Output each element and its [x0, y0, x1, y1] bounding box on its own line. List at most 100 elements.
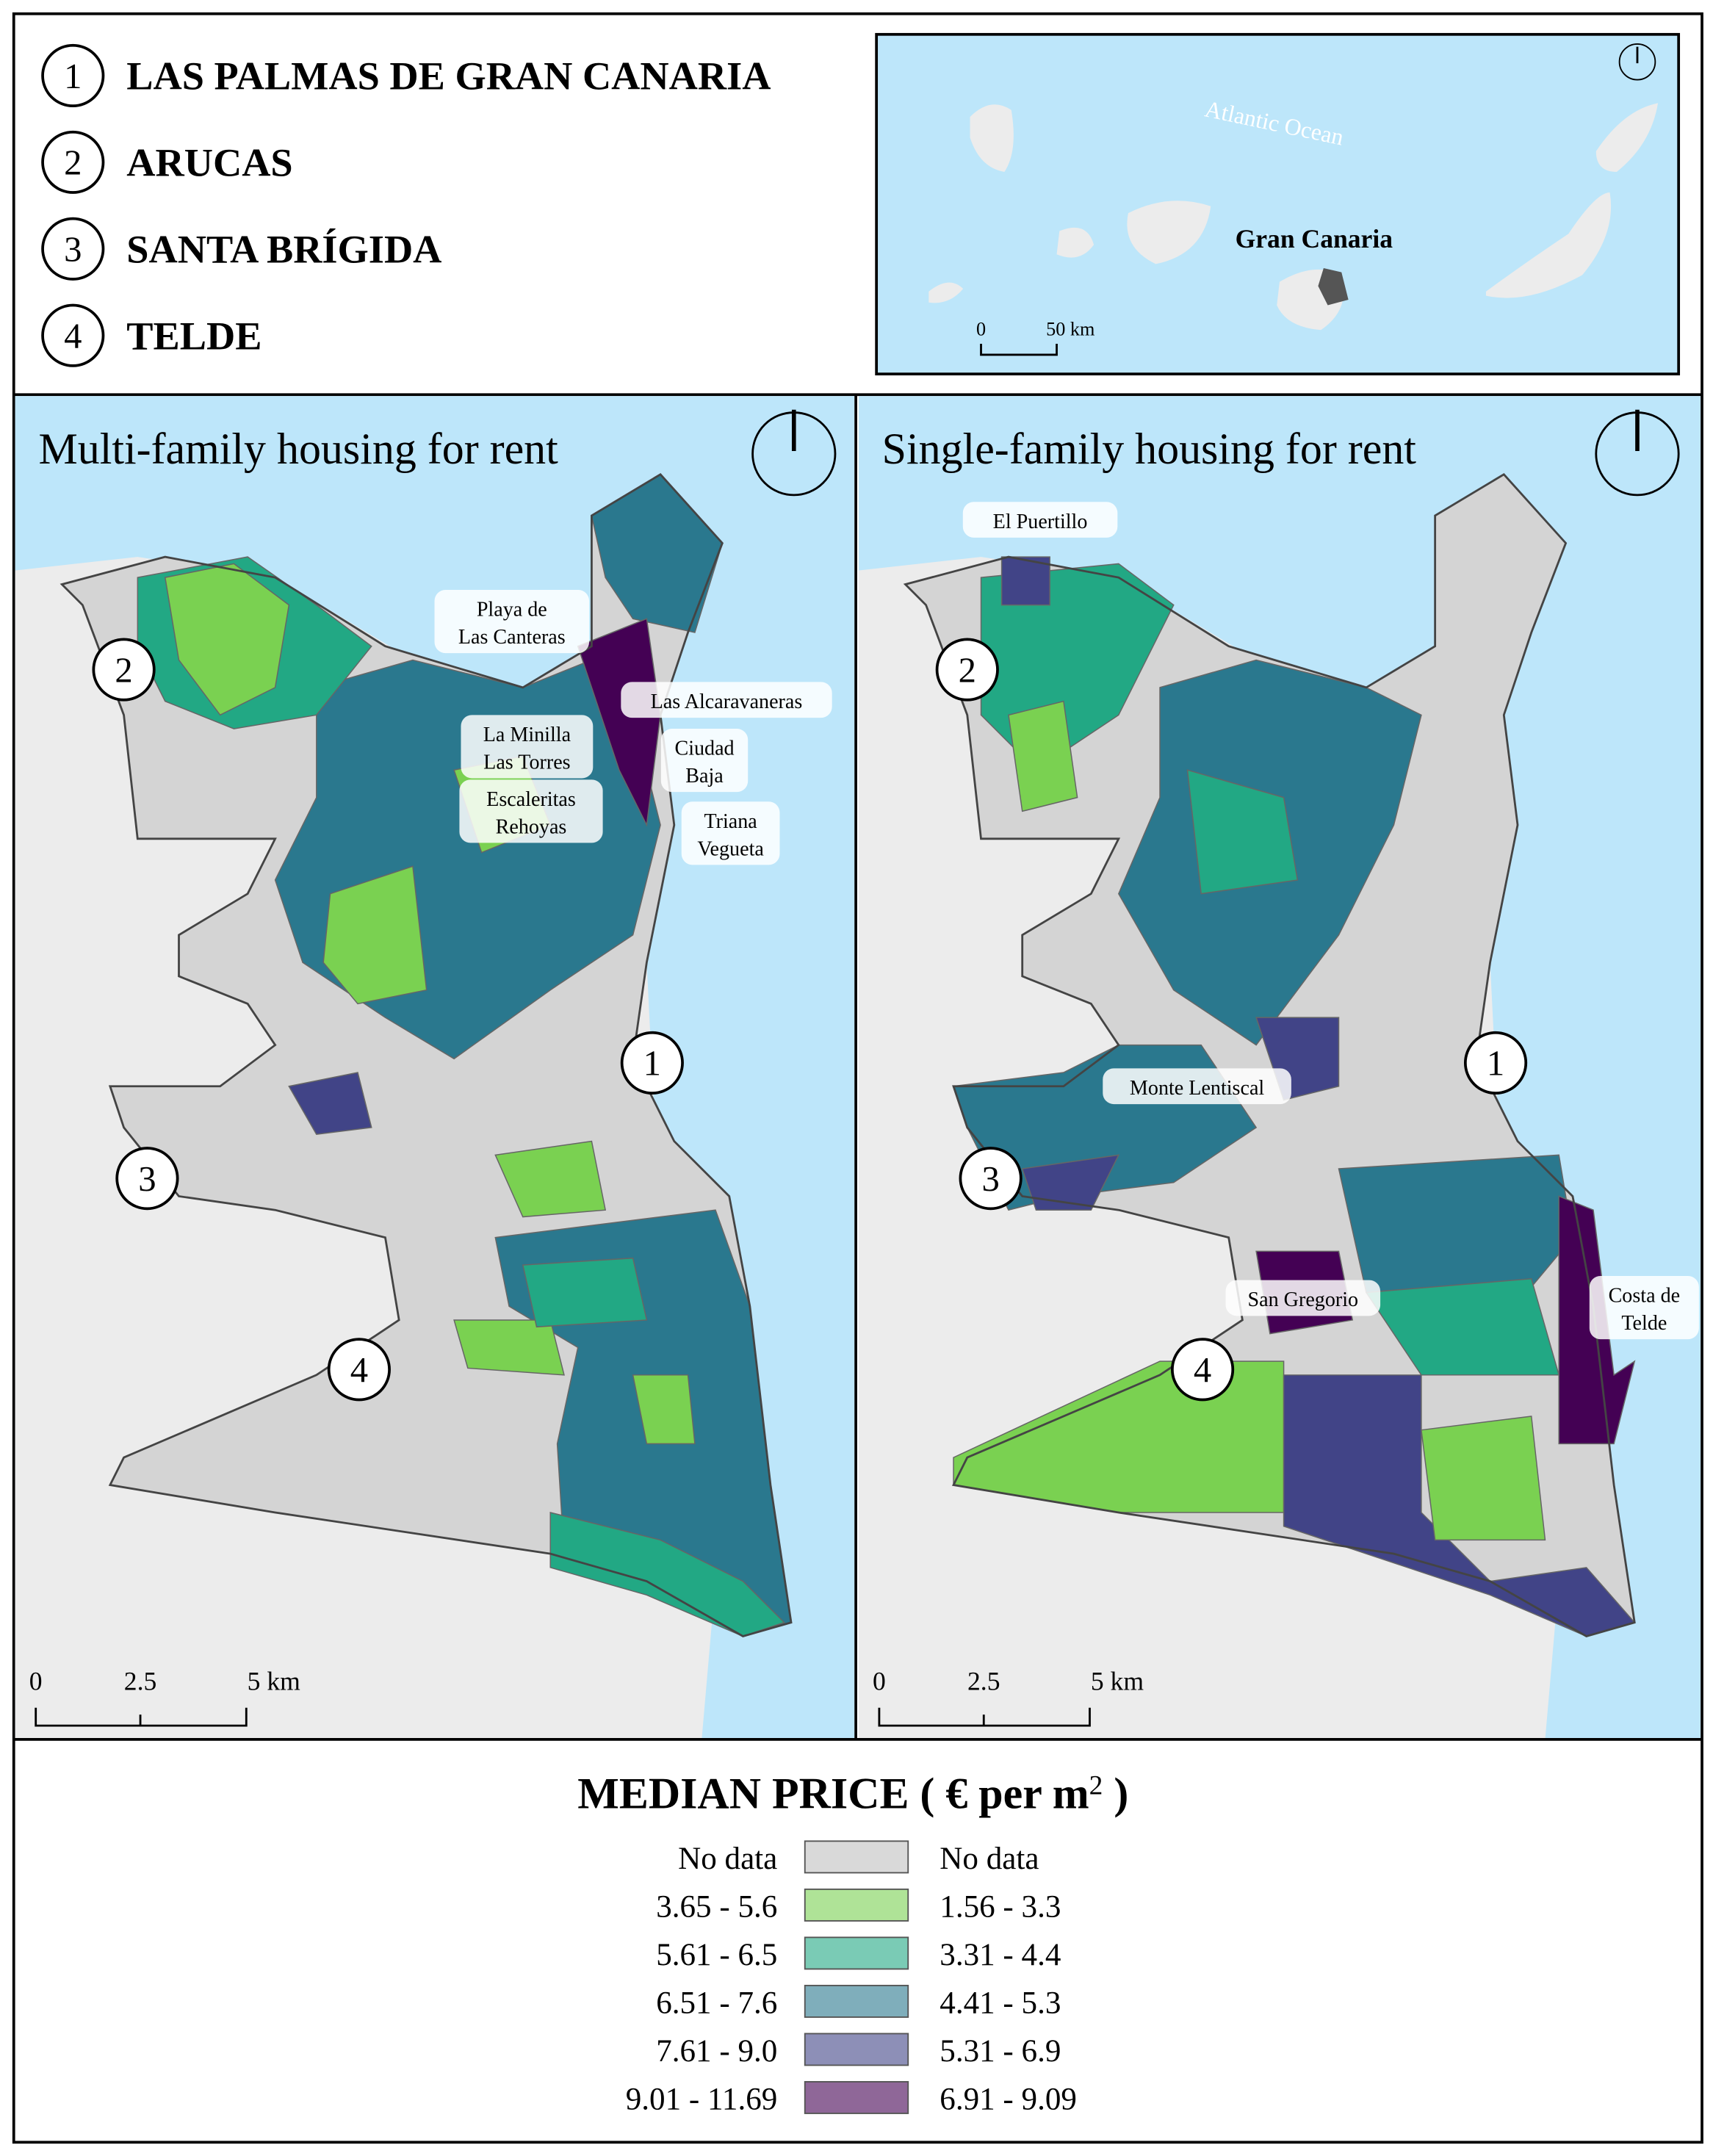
panel-title: Multi-family housing for rent	[38, 425, 558, 473]
panel-title: Single-family housing for rent	[882, 425, 1417, 473]
map-content	[858, 473, 1636, 1738]
municipality-marker	[115, 1147, 179, 1211]
inset-map: Atlantic Ocean Gran Canaria 0 50 km	[875, 32, 1681, 376]
place-label: Rehoyas	[496, 815, 567, 838]
place-label: Playa de	[477, 599, 547, 621]
district	[522, 1257, 648, 1328]
marker-number: 2	[115, 650, 132, 690]
place-label: San Gregorio	[1248, 1288, 1359, 1311]
district	[164, 563, 290, 716]
place-label-box	[1589, 1276, 1699, 1340]
legend-single-label: 4.41 - 5.3	[940, 1986, 1061, 2020]
municipality-name: LAS PALMAS DE GRAN CANARIA	[126, 54, 771, 98]
island	[1056, 227, 1094, 258]
legend-single-label: 3.31 - 4.4	[940, 1938, 1061, 1972]
inset-sea	[875, 32, 1681, 376]
map-panel	[858, 396, 1701, 1738]
number-badge	[41, 43, 105, 108]
number-badge	[41, 130, 105, 194]
legend-title-part: MEDIAN PRICE ( € per m	[577, 1769, 1089, 1817]
number-badge	[41, 217, 105, 281]
district	[288, 1072, 372, 1136]
legend-swatch	[804, 2033, 909, 2066]
place-label: La Minilla	[483, 724, 571, 746]
place-label: Las Canteras	[458, 626, 566, 649]
district	[632, 1374, 696, 1445]
municipality-name: SANTA BRÍGIDA	[126, 228, 441, 272]
island	[928, 282, 964, 303]
district	[1421, 1416, 1546, 1541]
place-label-box	[621, 682, 832, 718]
legend-single-label: 6.91 - 9.09	[940, 2082, 1077, 2116]
district	[1186, 769, 1299, 895]
legend-multi-label: 9.01 - 11.69	[626, 2082, 778, 2116]
place-label: Telde	[1621, 1312, 1667, 1335]
municipality-marker	[327, 1338, 391, 1402]
district	[577, 618, 661, 827]
district	[322, 865, 428, 1005]
place-label-box	[461, 715, 594, 779]
legend-title-part: 2	[1089, 1771, 1103, 1801]
district	[1008, 700, 1078, 812]
place-label-box	[459, 779, 603, 843]
municipality-name: TELDE	[126, 314, 262, 358]
badge-number: 4	[64, 317, 82, 356]
north-arrow	[1618, 43, 1656, 81]
scale-label: 2.5	[967, 1666, 1000, 1695]
map-panel	[15, 396, 855, 1738]
district	[453, 1319, 565, 1376]
municipality-marker	[959, 1147, 1023, 1211]
districts	[137, 473, 792, 1637]
place-label: Costa de	[1609, 1285, 1681, 1308]
legend-swatch	[804, 2080, 909, 2114]
districts	[953, 556, 1636, 1637]
place-label-box	[681, 801, 780, 865]
district	[494, 1140, 607, 1218]
district	[1021, 1154, 1120, 1211]
place-label: Escaleritas	[486, 788, 576, 811]
legend-title-part: )	[1103, 1769, 1128, 1817]
district	[1365, 1277, 1560, 1376]
district	[1283, 1374, 1636, 1637]
marker-number: 3	[138, 1159, 156, 1199]
legend-swatch	[804, 1840, 909, 1874]
island-label: Gran Canaria	[1236, 224, 1393, 253]
marker-number: 1	[643, 1044, 661, 1084]
marker-number: 4	[350, 1350, 368, 1390]
place-label-box	[660, 729, 749, 793]
island	[1485, 192, 1612, 298]
scale-bar	[35, 1707, 248, 1727]
municipality-marker	[92, 638, 156, 702]
municipality-marker	[1171, 1338, 1235, 1402]
legend-swatch	[804, 1888, 909, 1922]
badge-number: 1	[64, 57, 82, 96]
legend-swatch	[804, 1936, 909, 1970]
scale-bar	[878, 1707, 1091, 1727]
legend-swatch	[804, 1984, 909, 2018]
number-badge	[41, 303, 105, 367]
marker-number: 4	[1194, 1350, 1211, 1390]
scale-label: 2.5	[124, 1666, 156, 1695]
badge-number: 3	[64, 230, 82, 270]
legend-title: MEDIAN PRICE ( € per m2 )	[577, 1769, 1128, 1817]
scale-label: 5 km	[248, 1666, 300, 1695]
place-label: Monte Lentiscal	[1130, 1077, 1264, 1100]
municipality-marker	[1463, 1031, 1528, 1095]
legend-single-label: 5.31 - 6.9	[940, 2034, 1061, 2069]
scale-label: 50 km	[1046, 319, 1094, 340]
scale-label: 0	[976, 319, 986, 340]
marker-number: 1	[1487, 1044, 1504, 1084]
legend-multi-label: 3.65 - 5.6	[656, 1889, 777, 1924]
municipality-marker	[620, 1031, 684, 1095]
place-label: Las Alcaravaneras	[651, 691, 803, 713]
place-label-box	[962, 502, 1118, 538]
scale-bar	[980, 343, 1058, 356]
place-label: Vegueta	[697, 837, 764, 860]
study-area	[1318, 268, 1349, 306]
legend-multi-label: 5.61 - 6.5	[656, 1938, 777, 1972]
overlays: Multi-family housing for rent 0 2.5 5 km 1 2 3…	[29, 409, 1699, 2116]
legend-single-label: No data	[940, 1842, 1039, 1876]
legend-multi-label: 6.51 - 7.6	[656, 1986, 777, 2020]
legend-single-label: 1.56 - 3.3	[940, 1889, 1061, 1924]
legend-multi-label: No data	[678, 1842, 777, 1876]
